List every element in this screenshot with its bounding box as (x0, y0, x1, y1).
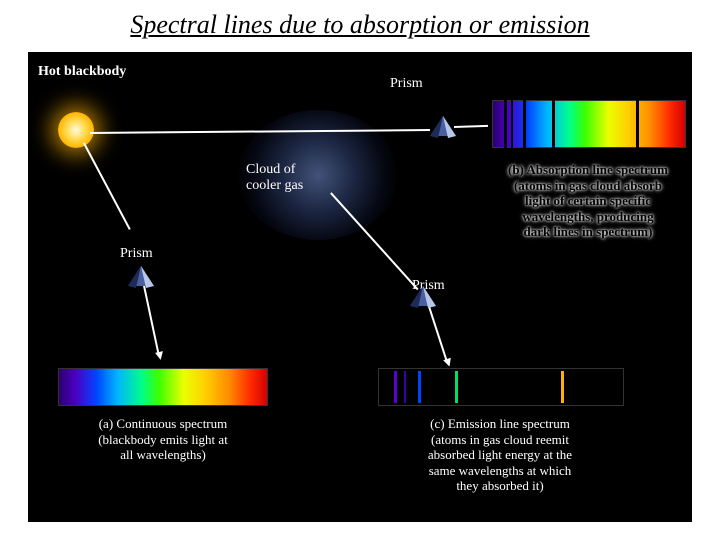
caption-a: (a) Continuous spectrum (blackbody emits… (58, 416, 268, 463)
arrowhead-a (155, 352, 164, 361)
arrowhead-c (443, 358, 453, 368)
light-ray-from-prism-a (143, 285, 159, 354)
emission-line (561, 371, 564, 403)
prism-right (408, 284, 438, 310)
emission-line (404, 371, 406, 403)
label-prism-left: Prism (120, 246, 153, 262)
emission-line (418, 371, 421, 403)
light-ray-to-prism-a (83, 142, 130, 229)
diagram-area: Hot blackbody Prism Prism Prism Cloud of… (28, 52, 692, 522)
light-ray-from-prism-c (427, 303, 447, 361)
emission-line (394, 371, 397, 403)
caption-c: (c) Emission line spectrum (atoms in gas… (370, 416, 630, 494)
absorption-line (511, 100, 513, 148)
absorption-line (504, 100, 507, 148)
slide-title: Spectral lines due to absorption or emis… (0, 0, 720, 46)
absorption-line (552, 100, 555, 148)
emission-line (455, 371, 458, 403)
blackbody-source (58, 112, 94, 148)
caption-b: (b) Absorption line spectrum (atoms in g… (488, 162, 688, 240)
label-hot-blackbody: Hot blackbody (38, 64, 126, 80)
prism-left (126, 264, 156, 290)
absorption-spectrum (492, 100, 686, 148)
label-prism-top: Prism (390, 76, 423, 92)
prism-top (428, 114, 458, 140)
label-cloud: Cloud of cooler gas (246, 162, 303, 194)
absorption-line (636, 100, 639, 148)
continuous-spectrum (58, 368, 268, 406)
absorption-line (523, 100, 526, 148)
emission-spectrum (378, 368, 624, 406)
light-ray-to-absorption (454, 125, 488, 128)
